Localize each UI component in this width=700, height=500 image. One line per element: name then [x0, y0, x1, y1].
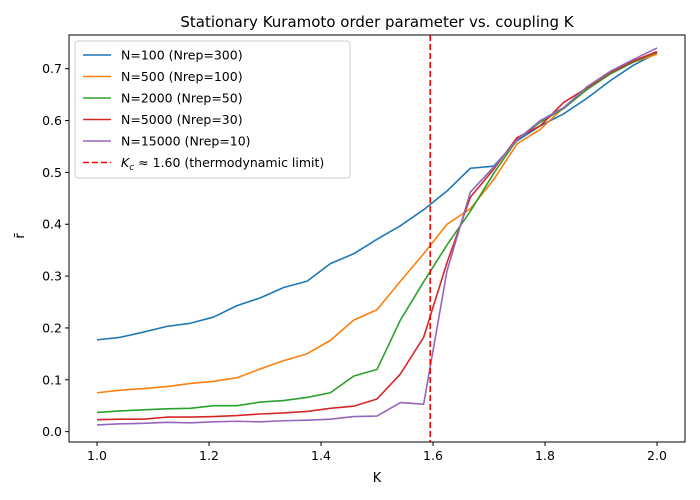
- legend-label-reference: Kc ≈ 1.60 (thermodynamic limit): [121, 155, 324, 173]
- legend-label-2: N=2000 (Nrep=50): [121, 91, 243, 106]
- legend-box: [74, 40, 351, 179]
- y-tick-label-7: 0.7: [42, 61, 62, 76]
- y-tick-label-5: 0.5: [42, 165, 62, 180]
- y-tick-label-4: 0.4: [42, 217, 62, 232]
- series-line-2: [96, 51, 658, 414]
- legend-label-0: N=100 (Nrep=300): [121, 48, 243, 63]
- plot-area: 1.0 1.2 1.4 1.6 1.8 2.0 0.0 0.1 0.2 0.3 0.4 0.5 0.6 0…: [42, 34, 686, 463]
- x-tick-label-5: 2.0: [647, 448, 667, 463]
- legend-label-4: N=15000 (Nrep=10): [121, 134, 251, 149]
- legend-label-1: N=500 (Nrep=100): [121, 69, 243, 84]
- x-tick-label-3: 1.6: [423, 448, 443, 463]
- y-axis-title: r̄: [13, 233, 28, 239]
- x-tick-label-4: 1.8: [535, 448, 555, 463]
- x-tick-label-2: 1.4: [311, 448, 331, 463]
- series-line-4: [96, 47, 658, 426]
- x-tick-label-1: 1.2: [199, 448, 219, 463]
- x-axis-title: K: [373, 471, 382, 486]
- axes-frame: [68, 34, 686, 443]
- series-line-0: [96, 52, 658, 341]
- y-tick-label-2: 0.2: [42, 320, 62, 335]
- chart-title: Stationary Kuramoto order parameter vs. …: [180, 13, 574, 31]
- series-line-3: [96, 50, 658, 421]
- legend-label-3: N=5000 (Nrep=30): [121, 112, 243, 127]
- y-tick-label-1: 0.1: [42, 372, 62, 387]
- y-tick-label-0: 0.0: [42, 424, 62, 439]
- y-tick-label-6: 0.6: [42, 113, 62, 128]
- y-tick-label-3: 0.3: [42, 269, 62, 284]
- x-tick-label-0: 1.0: [87, 448, 107, 463]
- legend: N=100 (Nrep=300) N=500 (Nrep=100) N=2000 (…: [74, 40, 351, 179]
